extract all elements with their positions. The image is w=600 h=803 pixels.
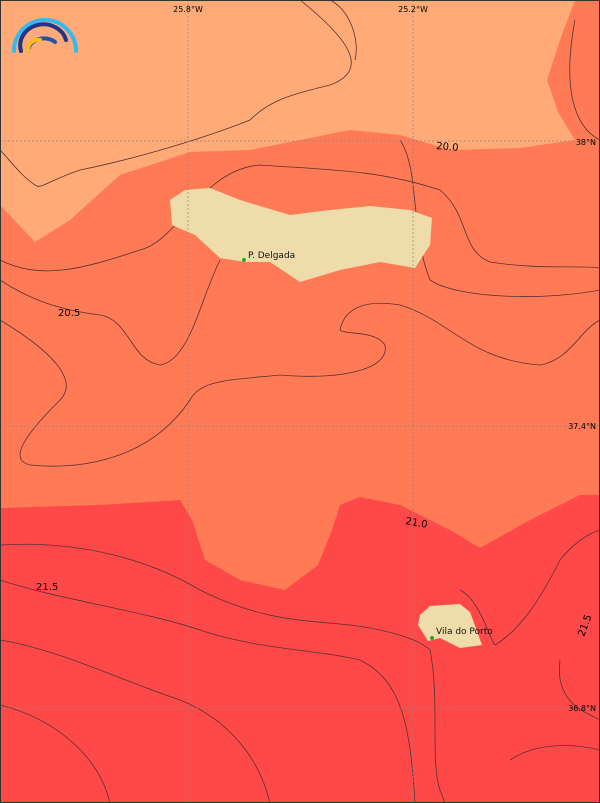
rainbow-arcs-logo-icon: [12, 18, 78, 53]
contour-label: 21.0: [404, 516, 428, 531]
place-label-p-delgada: P. Delgada: [248, 251, 295, 261]
contour-label: 20.0: [436, 141, 459, 154]
longitude-label: 25.8°W: [173, 5, 203, 14]
place-marker: [430, 636, 434, 640]
latitude-label: 36.8°N: [568, 704, 596, 713]
place-label-vila-do-porto: Vila do Porto: [436, 627, 493, 637]
island-santa-maria: [418, 604, 482, 648]
band-20-0: [0, 0, 575, 242]
longitude-label: 25.2°W: [398, 5, 428, 14]
contour-label: 20.5: [58, 308, 80, 319]
band-21-0: [0, 495, 600, 803]
contour-label: 21.5: [36, 582, 58, 593]
latitude-label: 38°N: [576, 138, 596, 147]
latitude-label: 37.4°N: [568, 422, 596, 431]
island-sao-miguel: [170, 188, 432, 282]
place-marker: [242, 258, 246, 262]
